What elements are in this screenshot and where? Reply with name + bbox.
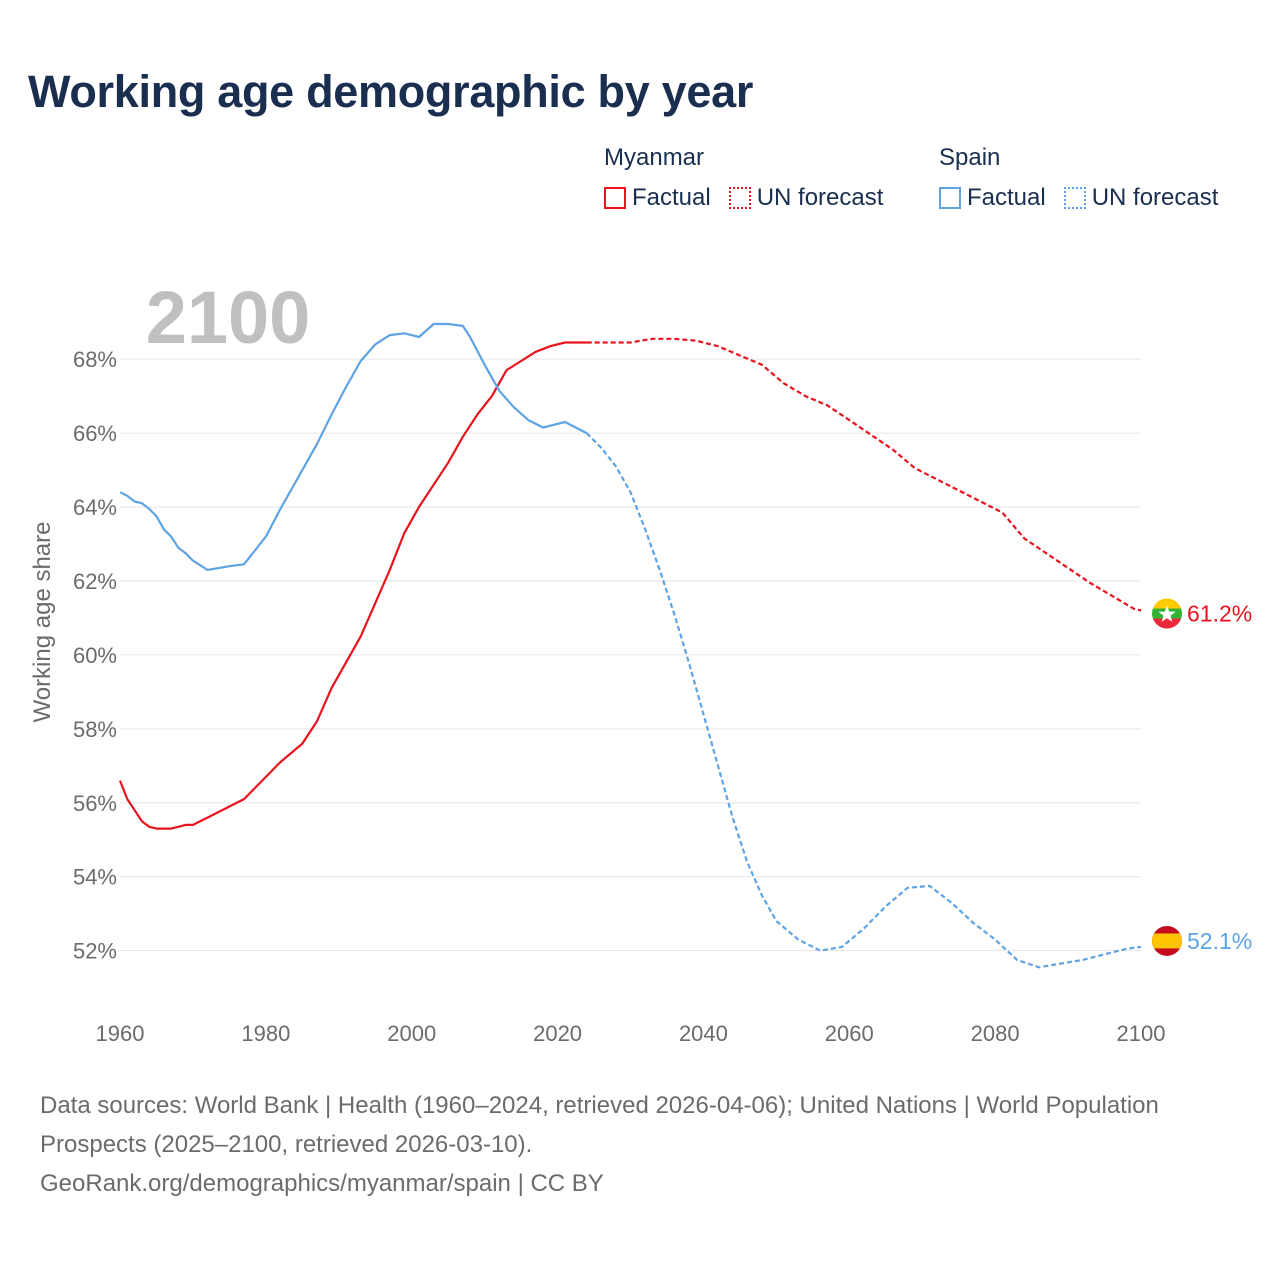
y-tick-label: 54%: [73, 865, 117, 890]
x-axis-ticks: 1960 1980 2000 2020 2040 2060 2080 2100: [96, 1021, 1166, 1046]
series-group: [118, 322, 1142, 969]
y-axis-label: Working age share: [29, 522, 56, 723]
legend-label-myanmar-forecast: UN forecast: [756, 184, 884, 211]
legend-label-myanmar-factual: Factual: [632, 184, 711, 211]
spain-flag-icon: [1152, 925, 1182, 956]
chart-title: Working age demographic by year: [28, 66, 754, 117]
x-tick-label: 2060: [825, 1021, 874, 1046]
myanmar-factual-line[interactable]: [118, 341, 587, 830]
x-tick-label: 1980: [241, 1021, 290, 1046]
legend-entry-spain-factual[interactable]: Factual: [939, 184, 1046, 212]
y-tick-label: 64%: [73, 495, 117, 520]
y-tick-label: 66%: [73, 421, 117, 446]
year-label: 2100: [146, 276, 311, 359]
legend-group-myanmar: Myanmar Factual UN forecast: [604, 144, 883, 212]
y-tick-label: 56%: [73, 791, 117, 816]
footer: Data sources: World Bank | Health (1960–…: [40, 1086, 1170, 1203]
legend-swatch-spain-factual: [939, 187, 961, 209]
legend-swatch-myanmar-forecast: [728, 187, 751, 209]
legend-country-myanmar: Myanmar: [604, 144, 705, 171]
x-tick-label: 1960: [96, 1021, 145, 1046]
legend-label-spain-factual: Factual: [967, 184, 1046, 211]
attribution: GeoRank.org/demographics/myanmar/spain |…: [40, 1170, 604, 1197]
y-tick-label: 62%: [73, 569, 117, 594]
gridlines: [120, 358, 1141, 952]
data-sources: Data sources: World Bank | Health (1960–…: [40, 1092, 1159, 1158]
legend-group-spain: Spain Factual UN forecast: [939, 144, 1218, 212]
x-tick-label: 2080: [971, 1021, 1020, 1046]
y-tick-label: 60%: [73, 643, 117, 668]
legend-entry-myanmar-factual[interactable]: Factual: [604, 184, 711, 212]
legend-country-spain: Spain: [939, 144, 1001, 171]
spain-forecast-line[interactable]: [585, 432, 1142, 969]
y-tick-label: 52%: [73, 939, 117, 964]
y-tick-label: 68%: [73, 347, 117, 372]
y-axis-ticks: 52% 54% 56% 58% 60% 62% 64% 66% 68%: [73, 347, 117, 963]
legend-swatch-myanmar-factual: [604, 187, 626, 209]
legend-entry-myanmar-forecast[interactable]: UN forecast: [728, 184, 884, 212]
series-endpoints: 61.2% 52.1%: [1152, 598, 1252, 956]
x-tick-label: 2020: [533, 1021, 582, 1046]
spain-factual-line[interactable]: [119, 322, 588, 571]
x-tick-label: 2040: [679, 1021, 728, 1046]
x-tick-label: 2000: [387, 1021, 436, 1046]
legend-label-spain-forecast: UN forecast: [1091, 184, 1219, 211]
legend-swatch-spain-forecast: [1063, 187, 1086, 209]
myanmar-end-value: 61.2%: [1187, 601, 1252, 627]
legend-entry-spain-forecast[interactable]: UN forecast: [1063, 184, 1219, 212]
y-tick-label: 58%: [73, 717, 117, 742]
spain-end-value: 52.1%: [1187, 928, 1252, 954]
myanmar-forecast-line[interactable]: [586, 337, 1142, 612]
x-tick-label: 2100: [1117, 1021, 1166, 1046]
myanmar-flag-icon: [1152, 598, 1182, 629]
